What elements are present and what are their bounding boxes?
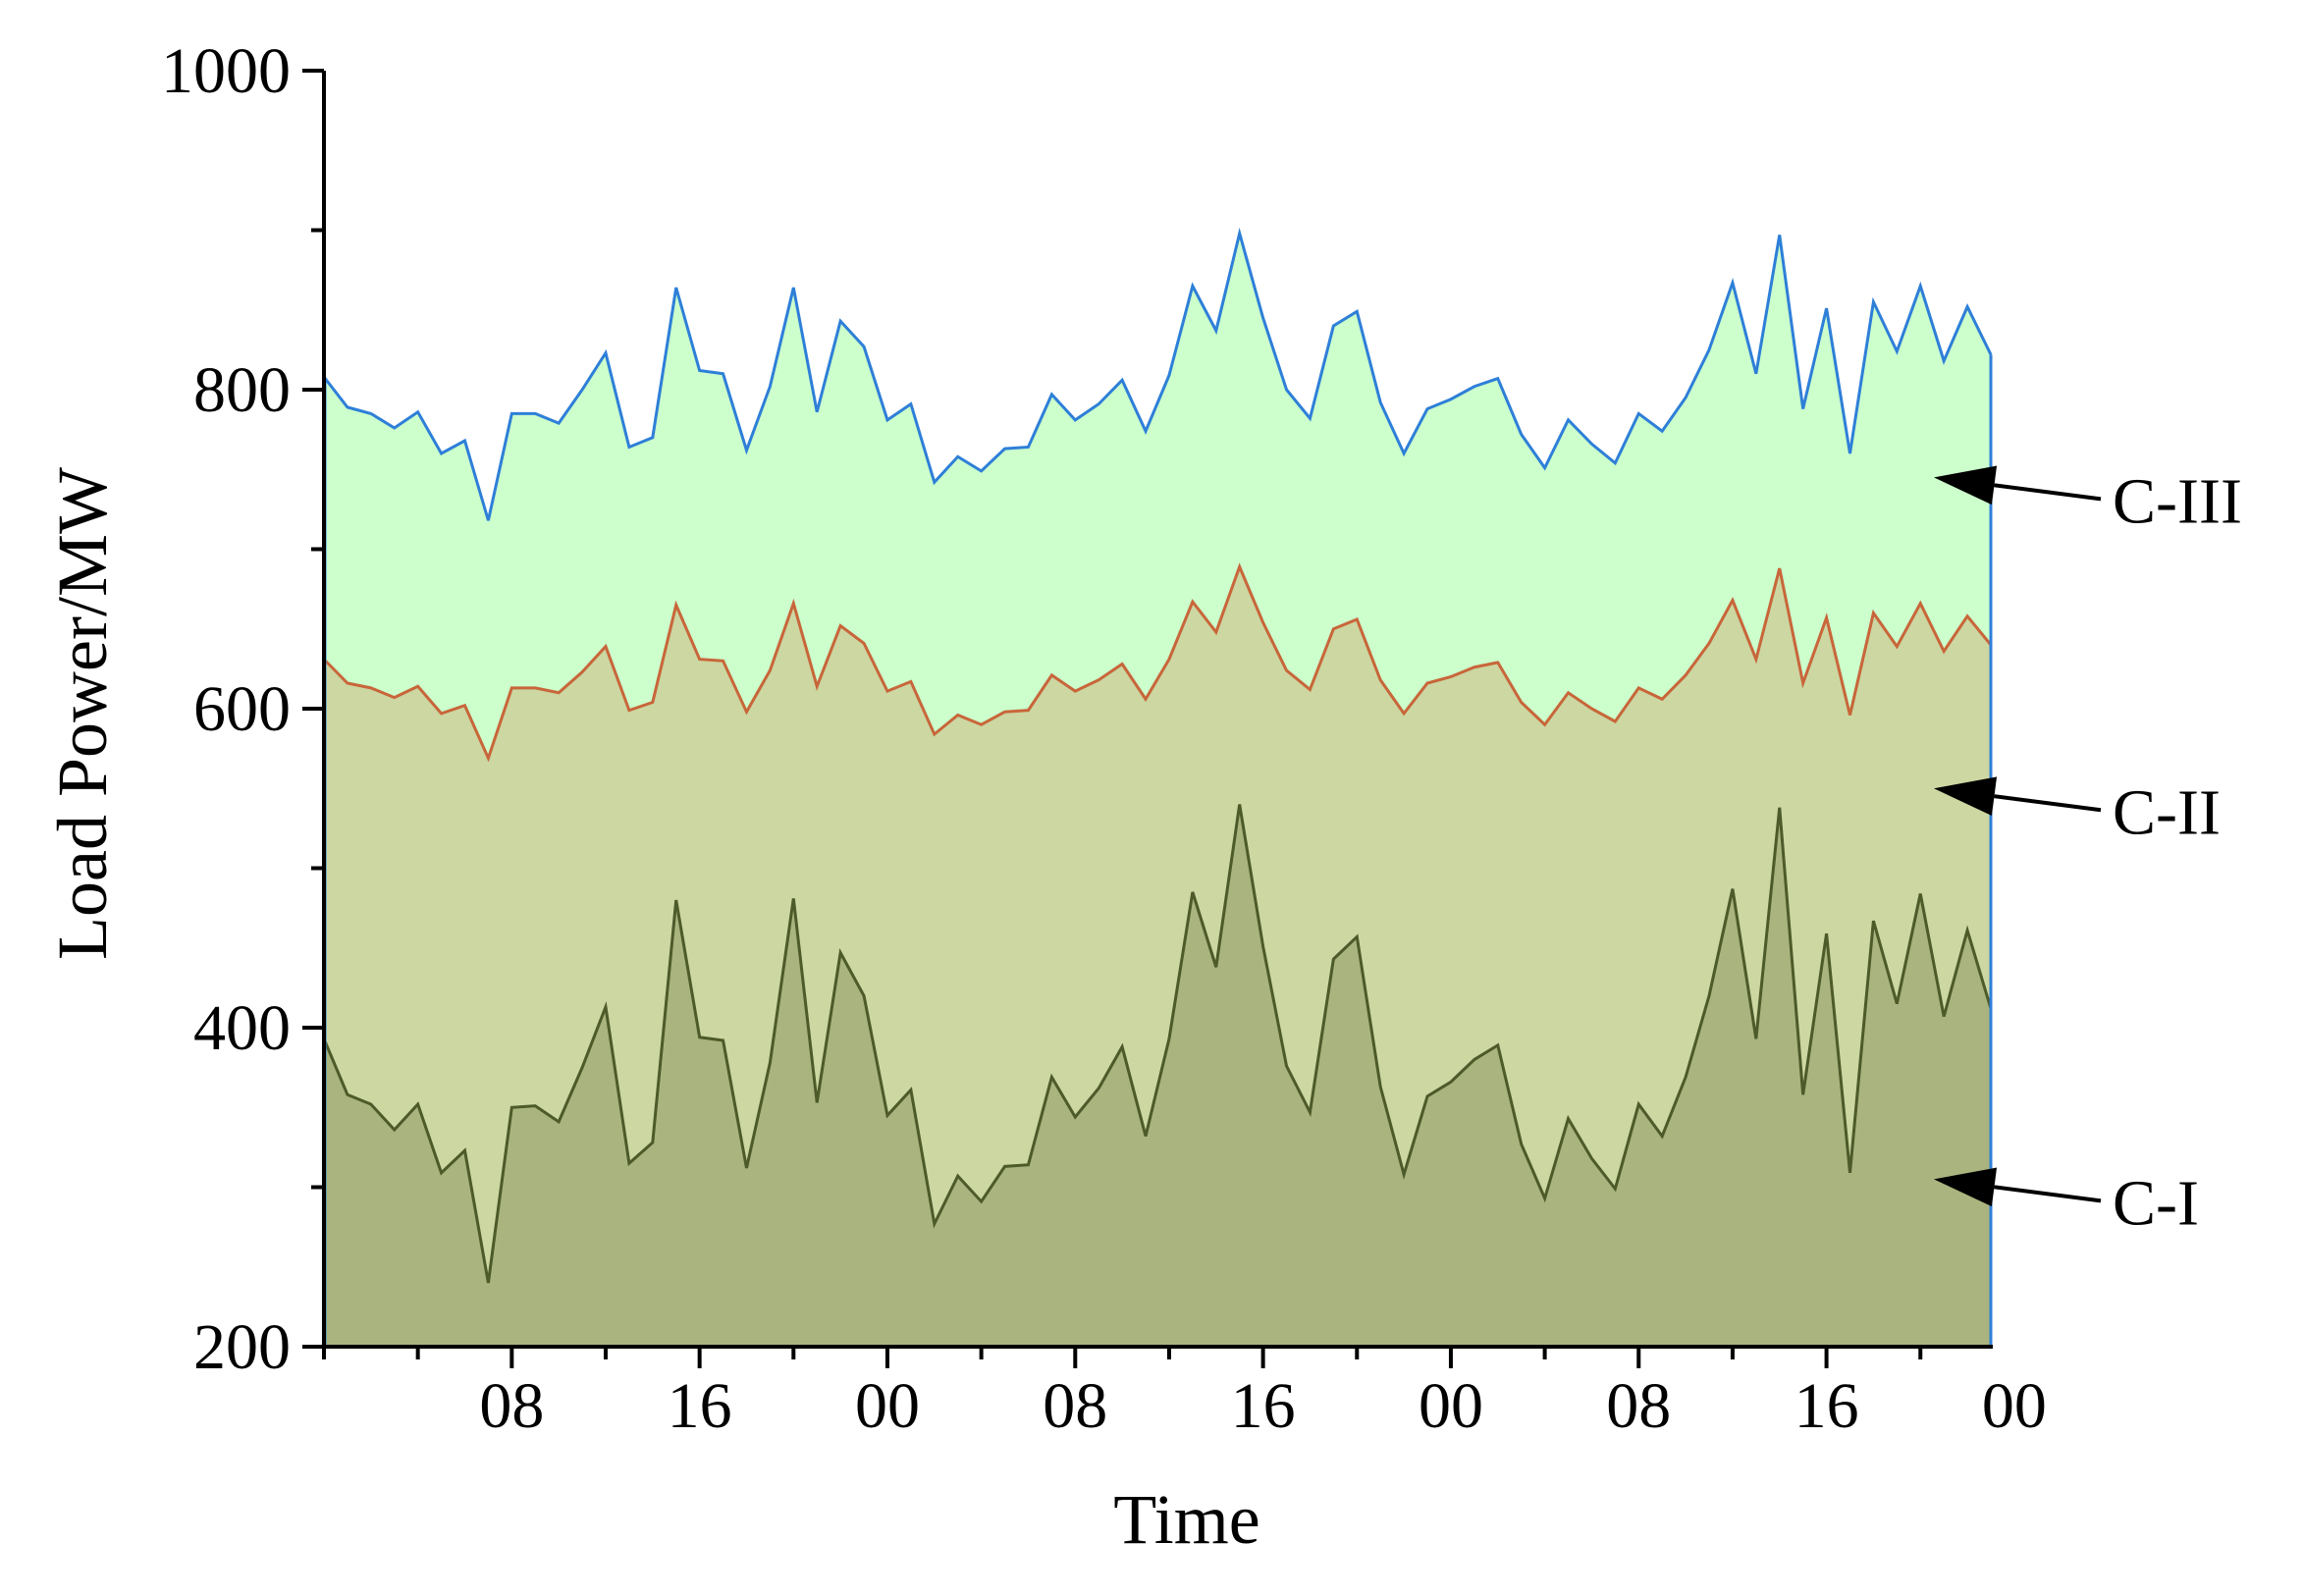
y-tick-label: 400 [193,992,291,1064]
annotation-arrow-shaft [1994,1185,2102,1203]
x-tick-label: 16 [1794,1370,1859,1442]
x-tick-label: 08 [479,1370,544,1442]
annotation-arrow-shaft [1994,794,2102,813]
x-tick-label: 16 [668,1370,732,1442]
x-tick-label: 00 [1982,1370,2047,1442]
annotation-label: C-III [2113,465,2242,537]
y-tick-label: 800 [193,354,291,426]
line-c-iii [322,227,1993,521]
x-tick-label: 08 [1606,1370,1671,1442]
annotation-label: C-I [2113,1167,2199,1239]
areas-layer [324,233,1991,1347]
line-c-i [322,804,1993,1284]
x-tick-label: 08 [1043,1370,1107,1442]
y-axis-title: Load Power/MW [43,467,122,960]
x-tick-label: 16 [1231,1370,1296,1442]
area-c-i [324,804,1991,1347]
x-axis-title: Time [1113,1480,1259,1559]
line-c-ii [322,562,1993,763]
y-tick-label: 600 [193,673,291,745]
labels-layer: 200 400 600 800 1000 08 16 00 08 16 00 08 16 00 Time Lo… [43,35,2047,1559]
annotation-arrow-head [1934,776,1998,817]
x-tick-label: 00 [1419,1370,1483,1442]
annotation-arrow-head [1934,465,1998,505]
y-tick-label: 1000 [161,35,291,107]
ticks-layer [302,69,1923,1368]
lines-layer [322,227,1993,1347]
annotation-arrow-shaft [1994,483,2102,502]
annotation-label: C-II [2113,776,2221,848]
y-tick-label: 200 [193,1311,291,1383]
annotation-arrow-head [1934,1167,1998,1207]
x-tick-label: 00 [855,1370,920,1442]
annotations-layer: C-III C-II C-I [1934,465,2242,1239]
